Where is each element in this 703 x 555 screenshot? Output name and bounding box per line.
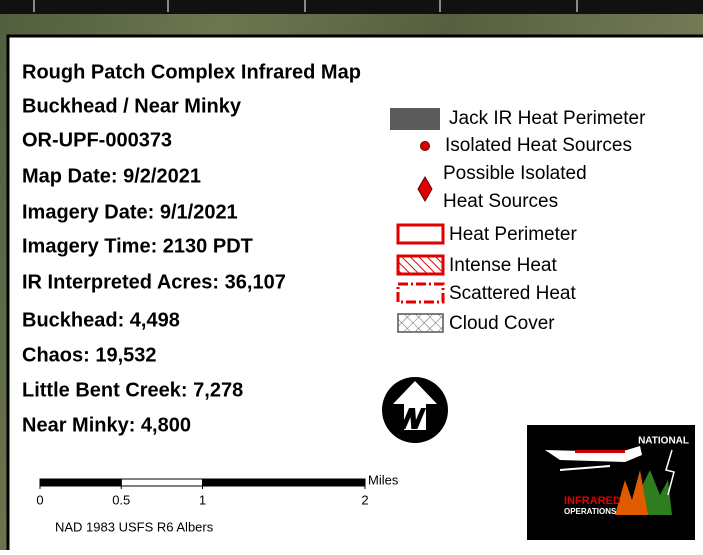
info-line: Imagery Time: 2130 PDT <box>22 235 253 257</box>
logo-text: NATIONAL <box>638 436 689 447</box>
map-frame <box>0 0 703 14</box>
logo-text: INFRARED <box>564 495 621 507</box>
scale-segment <box>40 479 121 486</box>
map-legend: Rough Patch Complex Infrared Map Buckhea… <box>0 0 703 550</box>
symbol-jack-perimeter <box>390 108 440 130</box>
scale-segment <box>121 479 202 486</box>
symbol-cloud-cover <box>398 314 443 332</box>
map-title: Rough Patch Complex Infrared Map <box>22 61 361 83</box>
info-line: Buckhead: 4,498 <box>22 309 180 331</box>
page: {"info_lines": ["Rough Patch Complex Inf… <box>0 0 703 550</box>
legend-label: Cloud Cover <box>449 313 555 334</box>
scale-tick-label: 0 <box>36 492 43 507</box>
scale-tick-label: 0.5 <box>112 492 130 507</box>
info-line: Imagery Date: 9/1/2021 <box>22 201 238 223</box>
symbol-heat-perimeter <box>398 225 443 243</box>
projection: NAD 1983 USFS R6 Albers <box>55 519 214 534</box>
symbol-scattered-heat <box>398 284 443 302</box>
logo-text: OPERATIONS <box>564 507 617 516</box>
scale-tick-label: 2 <box>361 492 368 507</box>
info-line: Chaos: 19,532 <box>22 344 157 366</box>
legend-label: Heat Sources <box>443 191 558 212</box>
info-line: IR Interpreted Acres: 36,107 <box>22 271 286 293</box>
info-line: Little Bent Creek: 7,278 <box>22 379 243 401</box>
legend-label: Possible Isolated <box>443 163 587 184</box>
legend-label: Scattered Heat <box>449 283 576 304</box>
program-logo: NATIONAL INFRARED OPERATIONS <box>527 425 695 540</box>
info-line: Near Minky: 4,800 <box>22 414 191 436</box>
legend-label: Isolated Heat Sources <box>445 135 632 156</box>
scale-segment <box>203 479 366 486</box>
symbol-isolated-heat <box>421 142 430 151</box>
legend-label: Jack IR Heat Perimeter <box>449 108 646 129</box>
symbol-intense-heat <box>398 256 443 274</box>
info-line: OR-UPF-000373 <box>22 129 172 151</box>
info-line: Map Date: 9/2/2021 <box>22 165 201 187</box>
info-line: Buckhead / Near Minky <box>22 95 242 117</box>
scale-tick-label: 1 <box>199 492 206 507</box>
north-arrow <box>382 377 448 443</box>
legend-label: Intense Heat <box>449 255 557 276</box>
scale-unit: Miles <box>368 472 399 487</box>
legend-label: Heat Perimeter <box>449 224 577 245</box>
